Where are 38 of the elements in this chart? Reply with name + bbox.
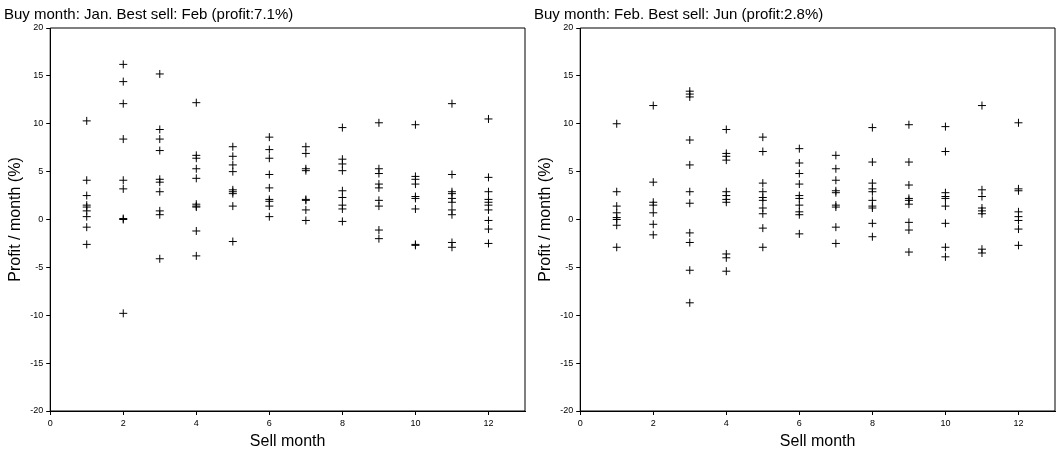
y-tick-label: 15: [33, 70, 44, 81]
x-tick-label: 4: [723, 417, 729, 428]
x-tick-label: 4: [193, 417, 199, 428]
y-tick-label: -15: [30, 357, 44, 368]
y-axis-title: Profit / month (%): [536, 157, 554, 282]
y-tick-label: 5: [38, 166, 44, 177]
y-tick-label: 10: [33, 118, 44, 129]
y-tick-label: -20: [560, 405, 574, 416]
y-tick-label: -5: [35, 261, 44, 272]
y-tick-label: 15: [563, 70, 574, 81]
x-tick-label: 8: [339, 417, 345, 428]
y-tick-label: 10: [563, 118, 574, 129]
y-tick-label: 0: [38, 213, 44, 224]
y-tick-label: -20: [30, 405, 44, 416]
x-axis-title: Sell month: [249, 431, 326, 449]
chart-title: Buy month: Feb. Best sell: Jun (profit:2.8%): [534, 5, 824, 23]
y-tick-label: -15: [560, 357, 574, 368]
y-axis-title: Profit / month (%): [6, 157, 24, 282]
x-tick-label: 6: [796, 417, 802, 428]
y-tick-label: 0: [568, 213, 574, 224]
y-tick-label: -5: [565, 261, 574, 272]
x-tick-label: 10: [410, 417, 421, 428]
x-tick-label: 8: [869, 417, 875, 428]
y-tick-label: -10: [30, 309, 44, 320]
x-tick-label: 6: [266, 417, 272, 428]
x-tick-label: 2: [650, 417, 656, 428]
x-tick-label: 0: [577, 417, 583, 428]
x-tick-label: 2: [120, 417, 126, 428]
x-tick-label: 10: [940, 417, 951, 428]
x-axis-title: Sell month: [779, 431, 856, 449]
y-tick-label: 20: [563, 22, 574, 33]
x-tick-label: 12: [1013, 417, 1024, 428]
y-tick-label: 20: [33, 22, 44, 33]
x-tick-label: 0: [47, 417, 53, 428]
x-tick-label: 12: [483, 417, 494, 428]
y-tick-label: 5: [568, 166, 574, 177]
y-tick-label: -10: [560, 309, 574, 320]
chart-title: Buy month: Jan. Best sell: Feb (profit:7.1%): [4, 5, 294, 23]
